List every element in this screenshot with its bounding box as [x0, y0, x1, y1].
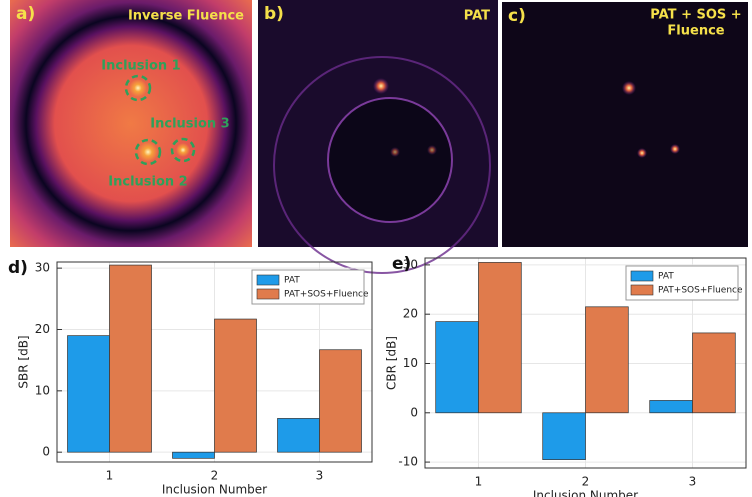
annotation: Inclusion 2: [108, 175, 187, 190]
spot: [176, 143, 190, 157]
spot: [670, 144, 680, 154]
fluence-image: [10, 0, 252, 247]
bar-chart: -10 0 10 20 30 1 2 3 Inclusion Number CBR [dB] e) P…: [385, 254, 747, 497]
y-tick-label: 10: [403, 356, 418, 370]
y-tick-label: 0: [410, 405, 418, 419]
x-axis-label: Inclusion Number: [533, 489, 638, 497]
y-tick-label: -10: [398, 455, 418, 469]
panel-a: a) Inverse Fluence Inclusion 1 Inclusion…: [10, 0, 252, 247]
panel-title: Inverse Fluence: [128, 9, 244, 24]
legend-label: PAT: [658, 272, 674, 282]
bar: [109, 264, 152, 453]
marker-circle: [134, 138, 162, 166]
spot: [390, 147, 400, 157]
x-tick-label: 2: [582, 475, 590, 489]
y-tick-label: 10: [35, 383, 50, 397]
spot: [138, 142, 158, 162]
corrected-image: [502, 2, 748, 247]
annotation: Inclusion 1: [101, 59, 180, 74]
x-tick-label: 1: [106, 469, 114, 483]
spot: [637, 148, 647, 158]
bar: [172, 451, 215, 459]
bar-chart: 0 10 20 30 1 2 3 Inclusion Number SBR [dB] d) PAT P…: [8, 258, 373, 497]
plot-frame: [424, 257, 747, 469]
spot: [373, 78, 389, 94]
bar: [478, 262, 522, 414]
y-axis-label: CBR [dB]: [385, 336, 399, 390]
panel-b: b) PAT: [258, 0, 498, 274]
bar: [692, 332, 736, 414]
marker-circle: [170, 137, 196, 163]
spot: [622, 81, 636, 95]
legend-swatch: [256, 288, 280, 300]
panel-c: c) PAT + SOS + Fluence: [502, 2, 748, 247]
y-tick-label: 0: [42, 445, 50, 459]
bar: [67, 335, 110, 453]
x-tick-label: 2: [211, 469, 219, 483]
bar: [214, 318, 257, 453]
spot: [129, 79, 147, 97]
bar: [585, 306, 629, 414]
panel-title: PAT: [464, 9, 490, 24]
panel-label: e): [392, 254, 411, 274]
x-tick-label: 3: [316, 469, 324, 483]
y-tick-label: 30: [403, 257, 418, 271]
marker-circle: [124, 74, 152, 102]
plot-frame: [56, 261, 373, 463]
legend-label: PAT+SOS+Fluence: [284, 290, 369, 300]
bar: [542, 412, 586, 460]
spot: [427, 145, 437, 155]
legend-label: PAT: [284, 276, 300, 286]
legend-swatch: [630, 284, 654, 296]
panel-title: PAT + SOS +: [650, 8, 741, 23]
y-tick-label: 20: [403, 307, 418, 321]
ring: [327, 97, 453, 223]
bar: [319, 349, 362, 453]
legend-swatch: [630, 270, 654, 282]
panel-label: b): [264, 4, 284, 24]
x-tick-label: 1: [475, 475, 483, 489]
ring: [273, 56, 491, 274]
x-axis-label: Inclusion Number: [162, 483, 267, 497]
panel-title: Fluence: [667, 24, 724, 39]
panel-label: d): [8, 258, 28, 278]
bar: [649, 400, 693, 414]
bar: [435, 321, 479, 414]
y-tick-label: 20: [35, 322, 50, 336]
panel-label: c): [508, 6, 526, 26]
legend-swatch: [256, 274, 280, 286]
legend-label: PAT+SOS+Fluence: [658, 286, 743, 296]
panel-label: a): [16, 4, 35, 24]
x-tick-label: 3: [689, 475, 697, 489]
y-axis-label: SBR [dB]: [17, 335, 31, 388]
y-tick-label: 30: [35, 261, 50, 275]
bar: [277, 418, 320, 453]
annotation: Inclusion 3: [150, 117, 229, 132]
